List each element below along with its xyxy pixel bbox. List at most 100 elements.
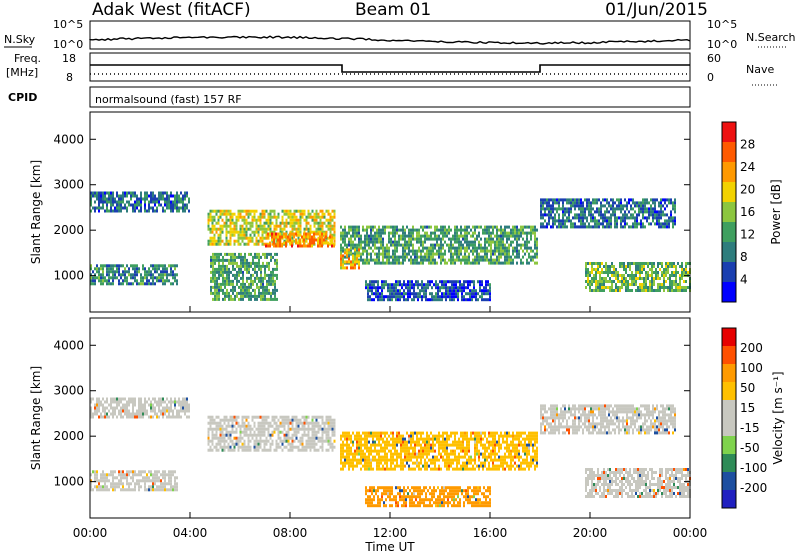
power-band-4 — [210, 252, 278, 301]
velocity-colorbar-label: Velocity [m s⁻¹] — [771, 371, 785, 464]
colorbar-tick-label: -50 — [740, 441, 760, 455]
freq-tick-low: 8 — [66, 71, 73, 84]
colorbar-swatch — [722, 122, 736, 142]
x-tick-label: 04:00 — [173, 526, 208, 540]
velocity-colorbar: 200 100 50 15 -15 -50 -100 -200 — [721, 327, 767, 509]
power-band-8 — [540, 198, 676, 229]
cpid-label: CPID — [8, 91, 37, 104]
nsky-trace — [89, 35, 691, 45]
colorbar-swatch — [722, 472, 736, 490]
colorbar-tick-label: -200 — [740, 481, 767, 495]
colorbar-tick-label: 16 — [740, 205, 755, 219]
power-band-6 — [340, 248, 360, 270]
colorbar-swatch — [722, 436, 736, 454]
y-tick-label: 4000 — [53, 132, 84, 146]
power-band-5 — [340, 225, 538, 265]
colorbar-tick-label: -15 — [740, 421, 760, 435]
colorbar-swatch — [722, 282, 736, 302]
nsky-tick-high: 10^5 — [53, 18, 83, 31]
x-tick-label: 08:00 — [273, 526, 308, 540]
y-tick-label: 3000 — [53, 384, 84, 398]
colorbar-tick-label: 24 — [740, 160, 755, 174]
freq-tick-high: 18 — [62, 52, 76, 65]
power-yticks: 1000 2000 3000 4000 — [53, 132, 690, 283]
colorbar-tick-label: 8 — [740, 250, 748, 264]
colorbar-tick-label: 12 — [740, 228, 755, 242]
colorbar-swatch — [722, 242, 736, 262]
colorbar-swatch — [722, 142, 736, 162]
velocity-ylabel: Slant Range [km] — [29, 366, 43, 470]
nave-tick-low: 0 — [707, 71, 714, 84]
colorbar-swatch — [722, 162, 736, 182]
colorbar-swatch — [722, 202, 736, 222]
velocity-band-6 — [585, 468, 691, 498]
colorbar-tick-label: -100 — [740, 461, 767, 475]
velocity-heatmap — [90, 397, 691, 508]
colorbar-swatch — [722, 382, 736, 400]
time-axis-ticks: 00:00 04:00 08:00 12:00 16:00 20:00 00:00 — [73, 306, 708, 540]
power-band-7 — [365, 280, 491, 302]
velocity-band-0 — [90, 397, 190, 419]
velocity-band-5 — [540, 404, 676, 435]
colorbar-swatch — [722, 222, 736, 242]
x-tick-label: 00:00 — [73, 526, 108, 540]
nave-label: Nave — [746, 63, 774, 76]
velocity-band-3 — [340, 431, 538, 471]
freq-label: Freq. — [14, 52, 41, 65]
nsearch-tick-low: 10^0 — [707, 38, 737, 51]
colorbar-frame — [721, 121, 737, 303]
colorbar-tick-label: 100 — [740, 361, 763, 375]
cpid-panel — [89, 86, 691, 108]
colorbar-swatch — [722, 262, 736, 282]
power-band-0 — [90, 191, 190, 213]
nsky-label: N.Sky — [4, 33, 36, 46]
nave-tick-high: 60 — [707, 52, 721, 65]
power-heatmap — [90, 191, 691, 302]
beam-title: Beam 01 — [355, 0, 431, 20]
nsearch-label: N.Search — [746, 31, 796, 44]
nsky-tick-low: 10^0 — [53, 38, 83, 51]
power-band-2 — [207, 209, 336, 246]
freq-unit-label: [MHz] — [6, 66, 38, 79]
freq-panel — [89, 52, 691, 82]
date-title: 01/Jun/2015 — [605, 0, 708, 20]
power-band-3 — [265, 232, 335, 248]
colorbar-tick-label: 4 — [740, 273, 748, 287]
station-title: Adak West (fitACF) — [92, 0, 251, 20]
y-tick-label: 2000 — [53, 429, 84, 443]
velocity-band-4 — [365, 486, 491, 508]
nsearch-tick-high: 10^5 — [707, 18, 737, 31]
x-tick-label: 20:00 — [573, 526, 608, 540]
y-tick-label: 2000 — [53, 223, 84, 237]
x-tick-label: 00:00 — [673, 526, 708, 540]
cpid-value: normalsound (fast) 157 RF — [95, 93, 242, 106]
colorbar-tick-label: 28 — [740, 138, 755, 152]
colorbar-tick-label: 200 — [740, 341, 763, 355]
colorbar-swatch — [722, 454, 736, 472]
power-ylabel: Slant Range [km] — [29, 160, 43, 264]
power-band-9 — [585, 262, 691, 292]
colorbar-swatch — [722, 400, 736, 418]
y-tick-label: 4000 — [53, 338, 84, 352]
velocity-band-2 — [207, 415, 336, 452]
colorbar-tick-label: 20 — [740, 183, 755, 197]
y-tick-label: 3000 — [53, 178, 84, 192]
x-tick-label: 16:00 — [473, 526, 508, 540]
colorbar-tick-label: 15 — [740, 401, 755, 415]
power-band-1 — [90, 264, 178, 286]
colorbar-frame — [721, 327, 737, 509]
x-tick-label: 12:00 — [373, 526, 408, 540]
power-colorbar: 4 8 12 16 20 24 28 — [721, 121, 755, 303]
y-tick-label: 1000 — [53, 269, 84, 283]
nsky-panel — [89, 20, 691, 50]
colorbar-swatch — [722, 364, 736, 382]
freq-trace — [90, 64, 690, 73]
colorbar-swatch — [722, 418, 736, 436]
velocity-yticks: 1000 2000 3000 4000 — [53, 338, 690, 489]
colorbar-swatch — [722, 182, 736, 202]
velocity-band-1 — [90, 470, 178, 492]
y-tick-label: 1000 — [53, 475, 84, 489]
time-axis-label: Time UT — [364, 540, 415, 554]
colorbar-swatch — [722, 490, 736, 508]
